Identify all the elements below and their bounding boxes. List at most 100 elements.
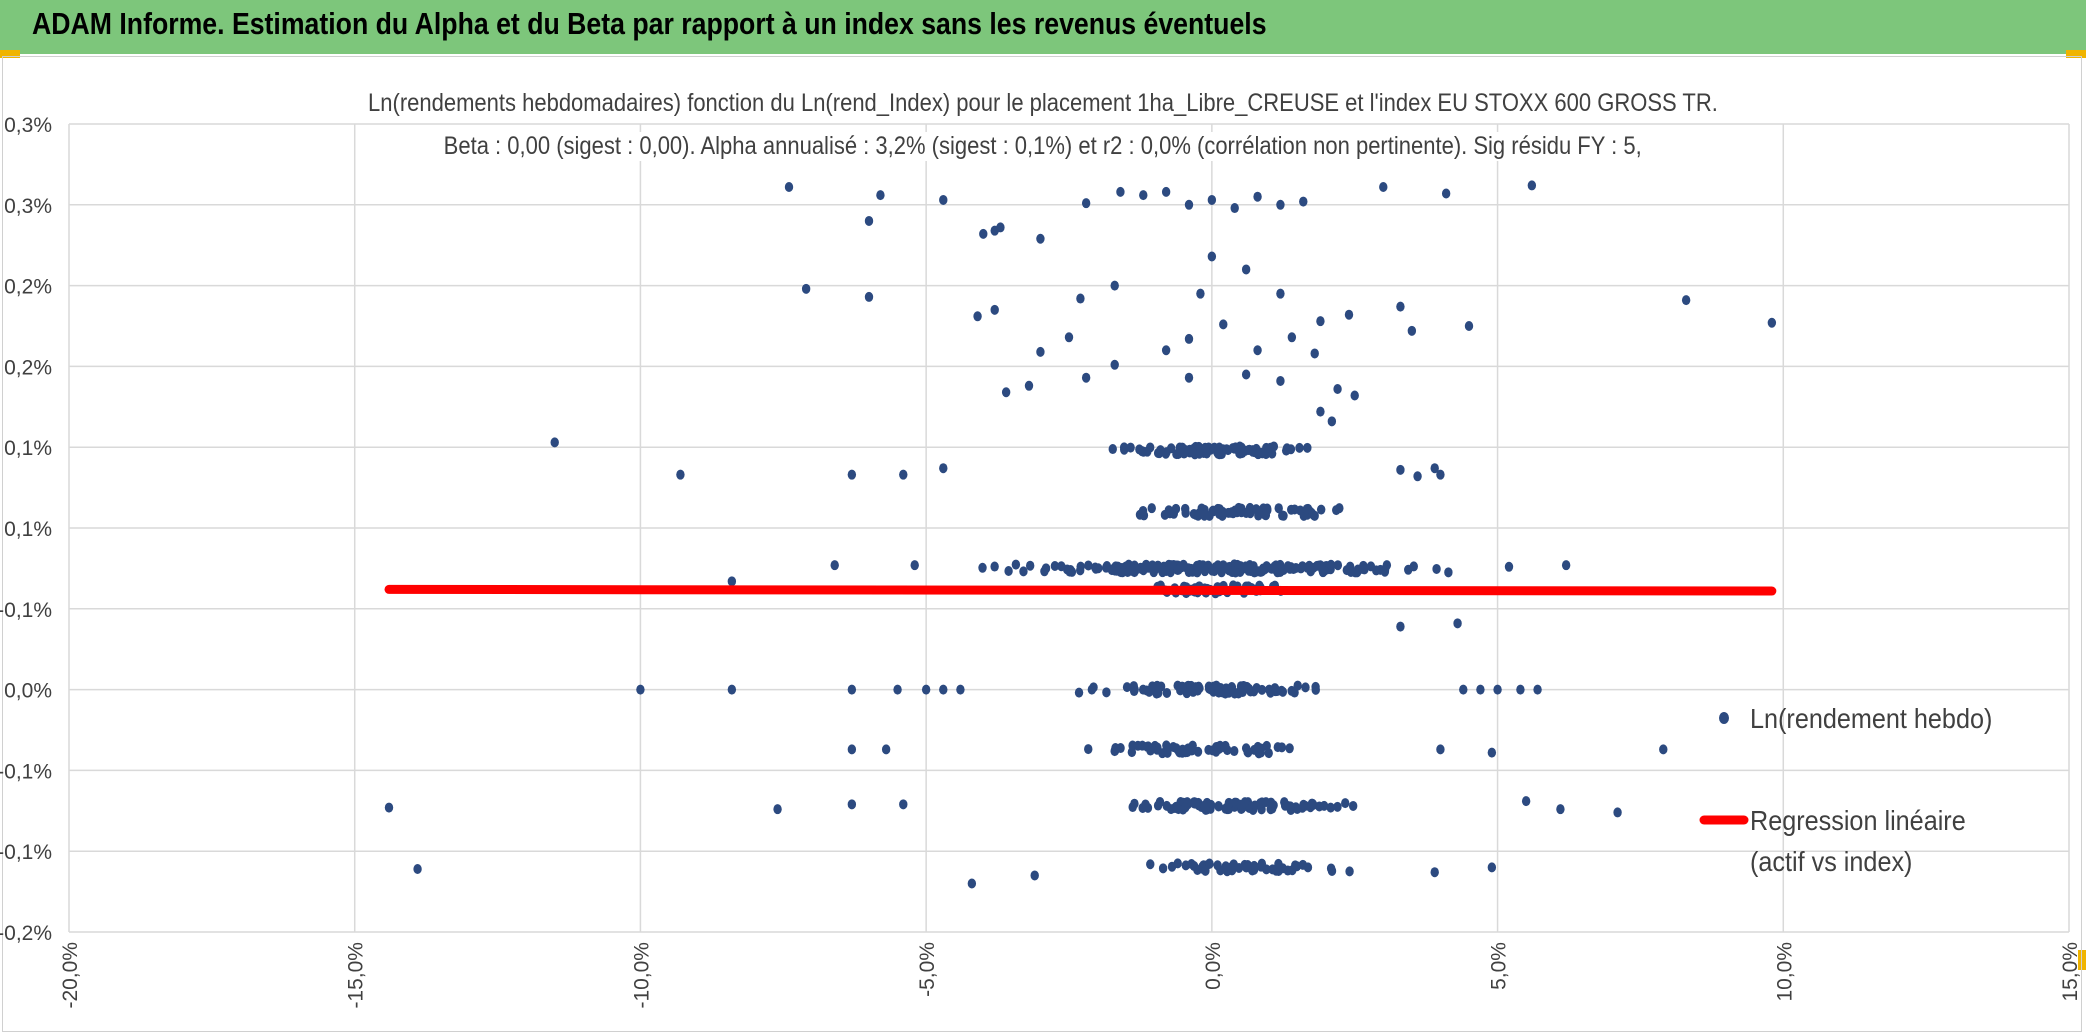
data-point: [1407, 325, 1417, 336]
data-point: [727, 576, 737, 587]
x-tick-label: 5,0%: [1488, 942, 1511, 990]
data-point: [1533, 684, 1542, 695]
data-point: [1102, 687, 1111, 698]
data-point: [1318, 564, 1327, 575]
data-point: [1303, 862, 1313, 873]
data-point: [1081, 198, 1091, 209]
data-point: [1057, 561, 1066, 572]
data-point: [1158, 565, 1168, 576]
data-point: [1327, 416, 1337, 427]
data-point: [1227, 865, 1237, 876]
chart-subtitle-text: Beta : 0,00 (sigest : 0,00). Alpha annua…: [436, 132, 1650, 161]
data-point: [1287, 332, 1297, 343]
data-point: [1111, 743, 1120, 754]
data-point: [1257, 858, 1267, 869]
data-point: [1214, 687, 1224, 698]
data-point: [1162, 740, 1171, 751]
data-point: [1179, 559, 1188, 570]
data-point: [978, 562, 987, 573]
data-point: [1453, 618, 1462, 629]
data-point: [990, 561, 999, 572]
data-point: [1269, 441, 1279, 452]
data-point: [1251, 504, 1261, 515]
data-point: [1163, 747, 1172, 758]
chart-title-text: Ln(rendements hebdomadaires) fonction du…: [361, 89, 1725, 118]
data-point: [1295, 442, 1304, 453]
data-point: [1205, 858, 1214, 869]
data-point: [1241, 507, 1251, 518]
data-point: [1232, 443, 1242, 454]
y-tick-label: -0,2%: [0, 922, 52, 945]
data-point: [1030, 870, 1039, 881]
data-point: [847, 684, 857, 695]
data-point: [1613, 807, 1622, 818]
data-point: [979, 228, 988, 239]
data-point: [1299, 196, 1308, 207]
data-point: [1040, 566, 1049, 577]
data-point: [1189, 508, 1199, 519]
corner-mark-right: [2066, 50, 2086, 58]
data-point: [1316, 406, 1325, 417]
data-point: [1444, 567, 1453, 578]
data-point: [1167, 560, 1176, 571]
legend-entry-points: Ln(rendement hebdo): [1750, 698, 2019, 739]
data-point: [1244, 683, 1254, 694]
data-point: [1413, 471, 1422, 482]
data-point: [1122, 682, 1132, 693]
data-point: [1208, 565, 1217, 576]
data-point: [1154, 687, 1163, 698]
data-point: [1184, 199, 1194, 210]
y-tick-label: 0,1%: [4, 518, 52, 541]
data-point: [1004, 566, 1013, 577]
data-point: [1222, 444, 1231, 455]
data-point: [1143, 562, 1153, 573]
data-point: [1245, 444, 1254, 455]
data-point: [1270, 683, 1280, 694]
data-point: [1011, 559, 1021, 570]
data-point: [1333, 801, 1342, 812]
data-point: [1504, 561, 1514, 572]
data-point: [1521, 796, 1531, 807]
data-point: [1183, 747, 1192, 758]
data-point: [1432, 563, 1441, 574]
data-point: [1024, 380, 1034, 391]
data-point: [847, 799, 857, 810]
data-point: [1200, 566, 1210, 577]
data-point: [1396, 301, 1405, 312]
data-point: [1291, 562, 1301, 573]
data-point: [1264, 748, 1273, 759]
data-point: [1196, 288, 1205, 299]
data-point: [1213, 448, 1223, 459]
data-point: [1204, 744, 1213, 755]
x-tick-label: -5,0%: [916, 942, 939, 997]
data-point: [1127, 747, 1137, 758]
data-point: [864, 291, 874, 302]
data-point: [1273, 742, 1283, 753]
chart-title: Ln(rendements hebdomadaires) fonction du…: [0, 89, 2086, 118]
data-point: [1156, 445, 1165, 456]
data-point: [1001, 387, 1011, 398]
data-point: [1767, 317, 1777, 328]
data-point: [1084, 744, 1093, 755]
data-point: [1309, 562, 1318, 573]
y-tick-label: -0,1%: [0, 760, 52, 783]
data-point: [1135, 444, 1144, 455]
data-point: [384, 802, 394, 813]
data-point: [1201, 865, 1210, 876]
data-point: [1190, 798, 1200, 809]
data-point: [1091, 563, 1101, 574]
data-point: [1146, 859, 1155, 870]
data-point: [1227, 507, 1237, 518]
data-point: [1162, 687, 1172, 698]
data-point: [1348, 800, 1358, 811]
data-point: [1301, 682, 1310, 693]
data-point: [1230, 746, 1239, 757]
data-point: [1129, 681, 1138, 692]
data-point: [1253, 449, 1263, 460]
data-point: [876, 190, 885, 201]
data-point: [899, 799, 908, 810]
data-point: [1076, 293, 1085, 304]
data-point: [1181, 802, 1190, 813]
data-point: [1110, 280, 1119, 291]
